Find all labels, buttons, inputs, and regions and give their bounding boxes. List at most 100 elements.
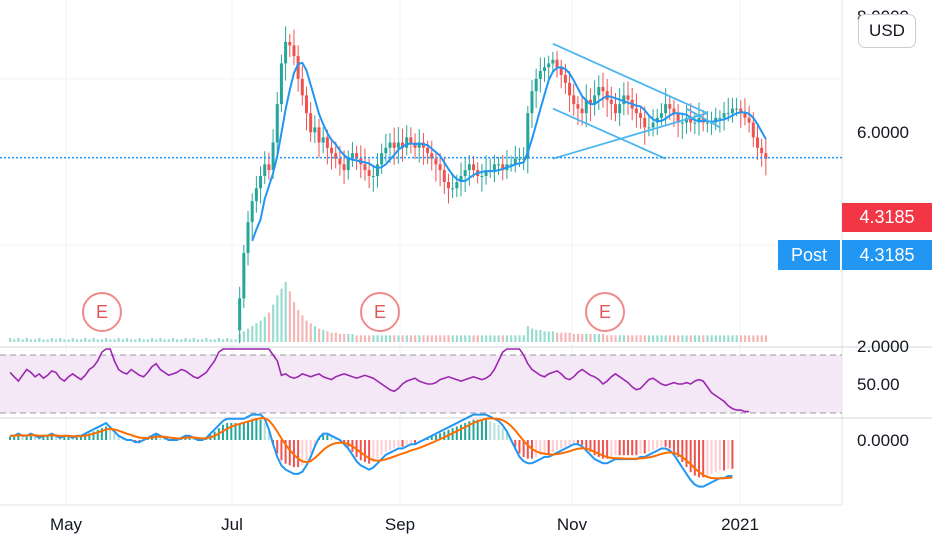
candle-body — [622, 95, 626, 105]
volume-bar — [372, 335, 375, 342]
volume-bar — [718, 335, 722, 342]
candle-body — [292, 45, 296, 57]
volume-bar — [480, 335, 484, 342]
candle-body — [751, 122, 755, 138]
volume-bar — [409, 335, 413, 342]
macd-histogram-bar — [576, 440, 579, 444]
candle-body — [568, 82, 572, 96]
volume-bar — [735, 335, 738, 342]
candle-body — [467, 164, 471, 171]
price-axis-tick: 6.0000 — [857, 123, 909, 142]
macd-histogram-bar — [539, 440, 542, 456]
candle-body — [530, 91, 534, 114]
macd-histogram-bar — [501, 428, 504, 440]
macd-histogram-bar — [564, 440, 567, 447]
currency-button[interactable]: USD — [858, 14, 916, 48]
candle-body — [547, 63, 551, 68]
volume-bar — [434, 335, 438, 342]
macd-histogram-bar — [134, 440, 137, 442]
candle-body — [426, 147, 430, 154]
candle-body — [651, 122, 655, 128]
volume-bar — [764, 335, 768, 342]
volume-bar — [167, 339, 170, 342]
candle-body — [309, 113, 313, 133]
volume-bar — [288, 291, 291, 342]
volume-bar — [677, 335, 680, 342]
volume-bar — [493, 335, 496, 342]
volume-bar — [125, 338, 129, 342]
volume-bar — [472, 335, 475, 342]
macd-histogram-bar — [63, 436, 66, 440]
volume-bar — [643, 335, 646, 342]
macd-histogram-bar — [589, 440, 592, 452]
candle-body — [593, 95, 597, 105]
candle-body — [726, 113, 730, 115]
macd-histogram-bar — [251, 419, 254, 440]
candle-body — [313, 127, 317, 133]
volume-bar — [752, 335, 755, 342]
volume-bar — [292, 302, 296, 342]
volume-bar — [485, 335, 488, 342]
time-axis-tick: Jul — [221, 515, 243, 534]
volume-bar — [380, 335, 383, 342]
macd-histogram-bar — [430, 436, 433, 440]
macd-histogram-bar — [434, 434, 437, 440]
candle-body — [705, 122, 709, 124]
macd-histogram-bar — [426, 438, 429, 440]
candle-body — [388, 142, 392, 148]
candle-body — [543, 67, 547, 72]
candle-body — [672, 108, 676, 114]
candle-body — [267, 164, 271, 171]
volume-bar — [459, 335, 463, 342]
earnings-marker[interactable]: E — [360, 292, 400, 332]
candle-body — [580, 108, 584, 114]
macd-histogram-bar — [514, 440, 517, 447]
candle-body — [396, 142, 400, 148]
candle-body — [747, 117, 751, 123]
volume-bar — [597, 334, 600, 342]
volume-bar — [79, 339, 83, 342]
volume-bar — [393, 335, 396, 342]
candle-body — [588, 99, 592, 105]
candle-body — [279, 63, 283, 105]
macd-histogram-bar — [263, 423, 266, 440]
candle-body — [438, 164, 442, 171]
macd-histogram-bar — [326, 434, 329, 440]
macd-histogram-bar — [405, 440, 408, 446]
volume-bar — [581, 334, 584, 342]
volume-bar — [46, 339, 49, 342]
candle-body — [492, 164, 496, 171]
macd-histogram-bar — [464, 423, 467, 440]
volume-bar — [284, 282, 287, 342]
volume-bar — [338, 334, 342, 342]
volume-bar — [635, 335, 638, 342]
candle-body — [451, 188, 455, 190]
volume-bar — [272, 304, 275, 342]
macd-histogram-bar — [288, 440, 291, 466]
volume-bar — [326, 331, 329, 342]
volume-bar — [551, 331, 555, 342]
macd-histogram-bar — [301, 440, 304, 466]
volume-bar — [109, 339, 112, 342]
volume-bar — [171, 338, 175, 342]
earnings-marker[interactable]: E — [82, 292, 122, 332]
volume-bar — [297, 310, 300, 342]
macd-histogram-bar — [480, 419, 483, 440]
candle-body — [367, 170, 371, 176]
volume-bar — [34, 339, 37, 342]
volume-bar — [201, 339, 204, 342]
candle-body — [330, 147, 334, 154]
candle-body — [601, 87, 605, 92]
candle-body — [342, 164, 346, 171]
candle-body — [597, 87, 601, 96]
volume-bar — [522, 335, 525, 342]
volume-bar — [9, 338, 12, 342]
candle-body — [755, 137, 759, 148]
volume-bar — [656, 335, 659, 342]
volume-bar — [426, 335, 429, 342]
macd-histogram-bar — [543, 440, 546, 454]
candle-body — [760, 147, 764, 154]
candle-body — [563, 74, 567, 83]
earnings-marker[interactable]: E — [585, 292, 625, 332]
